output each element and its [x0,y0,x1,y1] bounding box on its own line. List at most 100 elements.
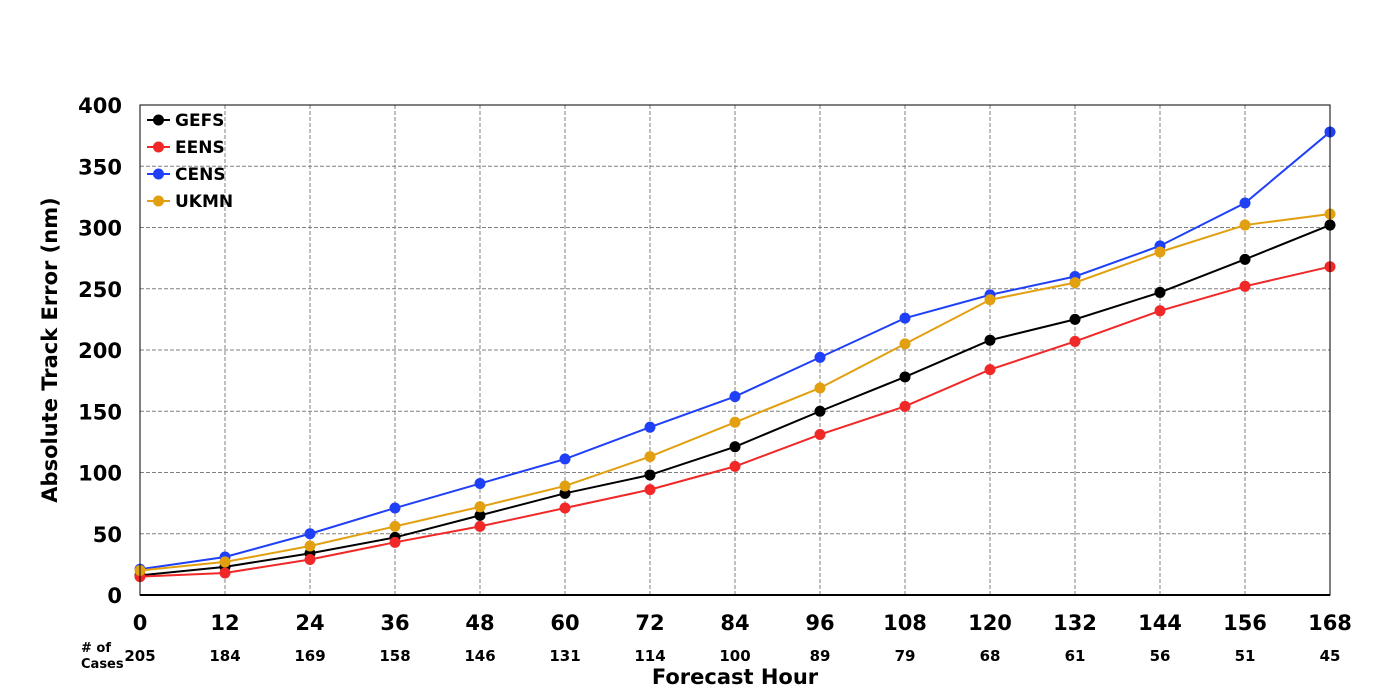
x-tick-labels: 0 12 24 36 48 60 72 84 96 108 120 132 144 156 168 [133,611,1352,635]
case-count-132: 61 [1065,647,1086,665]
x-tick-label-24: 24 [295,611,324,635]
point-cens-108 [899,312,911,324]
grid-lines [140,105,1330,595]
x-tick-label-12: 12 [210,611,239,635]
point-gefs-120 [984,334,996,346]
point-eens-108 [899,400,911,412]
y-tick-label-0: 0 [107,584,122,608]
y-tick-labels: 0 50 100 150 200 250 300 350 400 [78,94,122,608]
point-eens-36 [389,536,401,548]
point-ukmn-132 [1069,277,1081,289]
point-ukmn-156 [1239,219,1251,231]
x-tick-label-168: 168 [1308,611,1352,635]
point-cens-84 [729,391,741,403]
legend-marker-gefs [153,114,164,126]
x-tick-label-156: 156 [1223,611,1267,635]
point-gefs-96 [814,405,826,417]
point-gefs-48 [474,509,486,521]
point-cens-96 [814,351,826,363]
case-count-48: 146 [464,647,495,665]
point-eens-24 [304,553,316,565]
case-count-36: 158 [379,647,410,665]
point-eens-84 [729,460,741,472]
point-ukmn-120 [984,294,996,306]
y-tick-label-100: 100 [78,462,122,486]
x-tick-label-48: 48 [465,611,494,635]
point-cens-24 [304,528,316,540]
point-ukmn-12 [219,556,231,568]
point-eens-72 [644,484,656,496]
point-gefs-156 [1239,253,1251,265]
point-cens-36 [389,502,401,514]
point-ukmn-96 [814,382,826,394]
case-count-144: 56 [1150,647,1171,665]
case-count-0: 205 [124,647,155,665]
x-tick-label-36: 36 [380,611,409,635]
case-count-108: 79 [895,647,916,665]
y-tick-label-250: 250 [78,278,122,302]
legend-marker-cens [153,168,164,180]
point-ukmn-24 [304,540,316,552]
case-count-156: 51 [1235,647,1256,665]
x-tick-label-108: 108 [883,611,927,635]
case-count-84: 100 [719,647,750,665]
point-gefs-144 [1154,286,1166,298]
legend: GEFS EENS CENS UKMN [147,111,233,212]
series-lines [134,126,1336,583]
point-eens-156 [1239,280,1251,292]
point-ukmn-108 [899,338,911,350]
point-ukmn-60 [559,480,571,492]
x-axis-label: Forecast Hour [652,665,819,689]
point-gefs-132 [1069,313,1081,325]
point-gefs-84 [729,441,741,453]
point-gefs-108 [899,371,911,383]
case-counts: 205 184 169 158 146 131 114 100 89 79 68 61 56 51 45 [124,647,1340,665]
point-eens-60 [559,502,571,514]
x-tick-label-132: 132 [1053,611,1097,635]
legend-label-gefs: GEFS [175,111,224,131]
x-tick-label-120: 120 [968,611,1012,635]
x-tick-label-84: 84 [720,611,749,635]
point-eens-144 [1154,305,1166,317]
case-count-168: 45 [1320,647,1341,665]
cases-label-line2: Cases [81,657,124,672]
y-tick-label-50: 50 [93,523,122,547]
point-cens-72 [644,421,656,433]
x-tick-label-0: 0 [133,611,148,635]
legend-label-ukmn: UKMN [175,192,233,212]
point-eens-132 [1069,335,1081,347]
point-eens-96 [814,429,826,441]
y-tick-label-150: 150 [78,400,122,424]
point-cens-48 [474,478,486,490]
case-count-96: 89 [810,647,831,665]
point-gefs-72 [644,469,656,481]
x-tick-label-60: 60 [550,611,579,635]
x-tick-label-72: 72 [635,611,664,635]
case-count-72: 114 [634,647,665,665]
point-cens-156 [1239,197,1251,209]
point-cens-60 [559,453,571,465]
cases-label-line1: # of [81,641,111,656]
case-count-12: 184 [209,647,240,665]
point-ukmn-36 [389,520,401,532]
y-tick-label-300: 300 [78,217,122,241]
y-tick-label-400: 400 [78,94,122,118]
point-ukmn-84 [729,416,741,428]
point-ukmn-72 [644,451,656,463]
case-count-60: 131 [549,647,580,665]
legend-label-cens: CENS [175,165,226,185]
legend-label-eens: EENS [175,138,225,158]
case-count-120: 68 [980,647,1001,665]
point-eens-120 [984,364,996,376]
y-tick-label-350: 350 [78,155,122,179]
point-ukmn-48 [474,501,486,513]
case-count-24: 169 [294,647,325,665]
y-tick-label-200: 200 [78,339,122,363]
y-axis-label: Absolute Track Error (nm) [38,197,62,502]
point-eens-12 [219,567,231,579]
legend-marker-eens [153,141,164,153]
x-tick-label-96: 96 [805,611,834,635]
x-tick-label-144: 144 [1138,611,1182,635]
point-eens-48 [474,520,486,532]
